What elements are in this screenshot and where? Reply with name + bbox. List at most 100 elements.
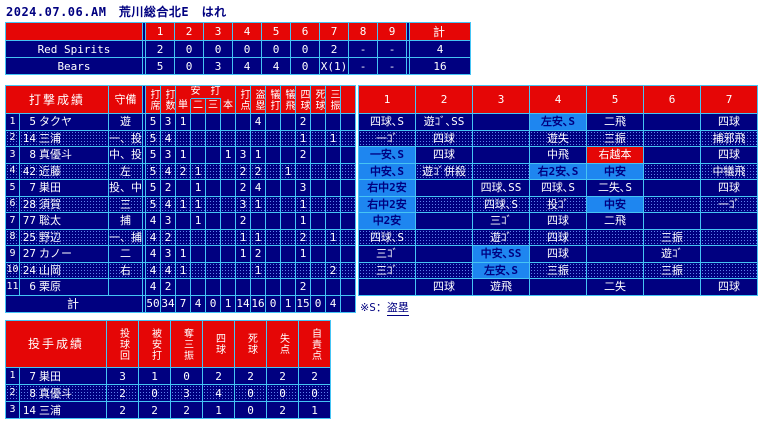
batting-order-cell: 7	[6, 213, 19, 229]
inning-result-cell-hit: 中安､S	[359, 163, 415, 179]
batting-stat-cell: 3	[236, 196, 250, 212]
player-name: 野辺	[39, 230, 61, 244]
batting-stat-cell	[311, 262, 325, 278]
hit-type-header-cell: 単	[176, 99, 190, 113]
inning-number-header-cell: 4	[530, 86, 586, 113]
batting-stat-cell: 1	[251, 229, 265, 245]
batting-stat-cell	[236, 114, 250, 130]
pitching-stat-cell: 2	[267, 368, 298, 384]
position-cell: 投、中	[109, 180, 142, 196]
pitching-header-cell: 自責点	[299, 321, 330, 367]
inning-score-cell: 0	[291, 41, 319, 57]
jersey-number: 8	[29, 386, 36, 400]
batting-stat-cell	[191, 229, 205, 245]
batting-stat-cell: 5	[146, 163, 160, 179]
batting-stat-cell	[206, 114, 220, 130]
batting-stat-cell: 2	[296, 147, 310, 163]
batting-stat-cell	[281, 114, 295, 130]
batting-stat-cell	[191, 114, 205, 130]
inning-result-cell	[587, 246, 643, 262]
hits-group-label: 安 打	[190, 86, 221, 99]
inning-result-cell	[473, 163, 529, 179]
batting-header-ab-label: 打数	[163, 88, 174, 111]
batting-header-stat-label: 打点	[238, 88, 249, 111]
batting-header-stat: 打点	[236, 86, 250, 113]
inning-header-cell: 1	[146, 23, 174, 40]
batting-order-cell: 6	[6, 196, 19, 212]
batting-header-stat: 盗塁	[251, 86, 265, 113]
batting-stat-cell	[206, 229, 220, 245]
jersey-number: 7	[29, 369, 36, 383]
batting-stat-cell: 3	[161, 147, 175, 163]
scoreboard-table: 1 2 3 4 5 6 7 8 9 計 Red Spirits 2 0 0 0 0 0 2- -4 Bears 5 0 3 4…	[5, 22, 471, 75]
divider	[143, 213, 145, 229]
batting-stat-cell: 1	[191, 163, 205, 179]
batting-stat-cell	[311, 196, 325, 212]
batting-stat-cell	[206, 213, 220, 229]
inning-result-cell	[587, 229, 643, 245]
pitching-stat-cell: 2	[171, 402, 202, 418]
batting-stat-cell: 5	[146, 114, 160, 130]
batting-total-cell: 34	[161, 295, 175, 312]
divider	[407, 41, 409, 57]
player-name: 三浦	[39, 403, 61, 417]
player-name: 聡太	[39, 214, 61, 228]
batting-stat-cell	[266, 279, 280, 295]
batting-stat-cell	[311, 279, 325, 295]
inning-score-cell: 0	[175, 58, 203, 74]
inning-result-cell	[701, 213, 757, 229]
batting-stat-cell: 3	[236, 147, 250, 163]
inning-result-cell: 三振	[587, 130, 643, 146]
pitching-header-cell-label: 死球	[245, 333, 257, 355]
batting-stat-cell: 4	[161, 163, 175, 179]
divider	[143, 23, 145, 40]
batting-stat-cell: 1	[176, 262, 190, 278]
pitcher-order-cell: 2	[6, 385, 19, 401]
pitching-stat-cell: 1	[139, 368, 170, 384]
batting-stat-cell	[176, 130, 190, 146]
inning-number-header-cell: 3	[473, 86, 529, 113]
player-name: 栗原	[39, 280, 61, 294]
batting-stat-cell: 4	[146, 279, 160, 295]
total-empty-cell	[341, 295, 355, 312]
inning-header-cell: 8	[349, 23, 377, 40]
position-cell: 捕	[109, 213, 142, 229]
batting-stat-cell	[266, 246, 280, 262]
position-cell: 左	[109, 163, 142, 179]
jersey-number: 14	[22, 131, 36, 145]
batting-header-pa-label: 打席	[148, 88, 159, 111]
batting-title-cell: 打撃成績	[6, 86, 108, 113]
inning-result-cell: 遊ｺﾞ併殺	[416, 163, 472, 179]
inning-result-cell-hit: 左安､S	[530, 114, 586, 130]
batting-total-cell: 0	[206, 295, 220, 312]
batting-header-stat-label: 犠打	[268, 88, 279, 111]
inning-result-cell	[473, 130, 529, 146]
position-cell: 中、投	[109, 147, 142, 163]
inning-score-cell: 0	[233, 41, 261, 57]
inning-result-cell	[644, 163, 700, 179]
pitcher-order-cell: 3	[6, 402, 19, 418]
inning-score-cell: 0	[175, 41, 203, 57]
inning-score-cell: 2	[320, 41, 348, 57]
batting-stat-cell: 2	[161, 229, 175, 245]
team-total-cell: 4	[410, 41, 470, 57]
batting-stat-cell	[176, 279, 190, 295]
inning-result-cell: 遊ｺﾞ､SS	[416, 114, 472, 130]
batting-total-cell: 16	[251, 295, 265, 312]
inning-number-header-cell: 1	[359, 86, 415, 113]
inning-result-cell: 四球､S	[530, 180, 586, 196]
batting-stat-cell: 1	[326, 130, 340, 146]
pitching-stat-cell: 3	[171, 385, 202, 401]
pitching-title-cell: 投手成績	[6, 321, 106, 367]
divider	[143, 279, 145, 295]
position-cell: 一、捕	[109, 229, 142, 245]
batting-total-cell: 7	[176, 295, 190, 312]
hit-type-header-cell: 三	[206, 99, 220, 113]
inning-result-cell-hit: 左安､S	[473, 262, 529, 278]
inning-result-cell: 四球､S	[359, 229, 415, 245]
batting-total-cell: 1	[281, 295, 295, 312]
batting-stat-cell	[326, 147, 340, 163]
batting-stat-cell	[311, 163, 325, 179]
inning-result-cell	[416, 246, 472, 262]
pitching-stat-cell: 1	[299, 402, 330, 418]
